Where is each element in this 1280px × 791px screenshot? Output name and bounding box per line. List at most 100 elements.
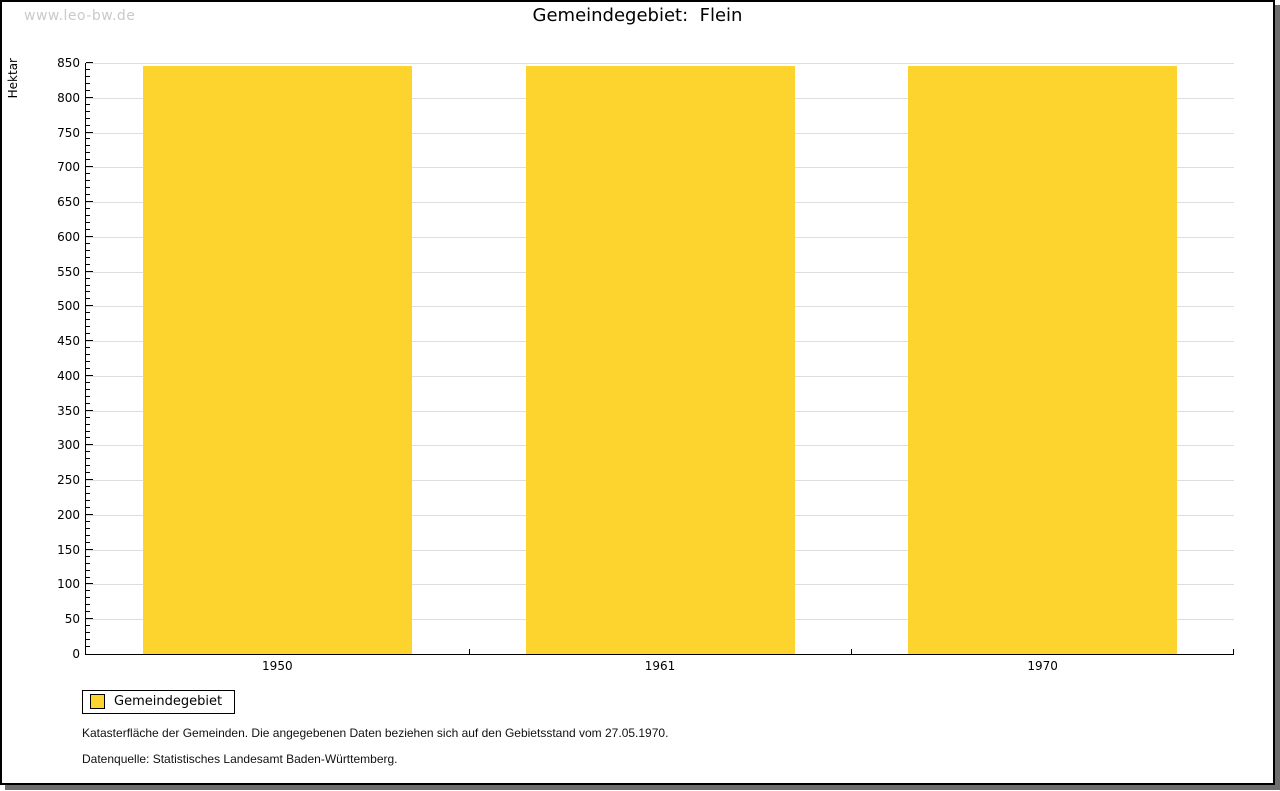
y-minor-tick [86,117,90,119]
y-minor-tick [86,333,90,335]
y-major-tick [86,305,93,307]
bar-1970 [908,65,1178,654]
y-minor-tick [86,590,90,592]
y-minor-tick [86,520,90,522]
y-minor-tick [86,416,90,418]
y-minor-tick [86,486,90,488]
y-minor-tick [86,354,90,356]
gridline [86,63,1234,64]
y-minor-tick [86,159,90,161]
y-minor-tick [86,472,90,474]
y-minor-tick [86,89,90,91]
bar-1950 [142,65,412,654]
y-minor-tick [86,75,90,77]
y-tick-label: 550 [57,264,80,279]
y-major-tick [86,374,93,376]
y-major-tick [86,548,93,550]
y-minor-tick [86,388,90,390]
y-minor-tick [86,256,90,258]
x-tick-label: 1970 [1027,659,1058,673]
y-minor-tick [86,173,90,175]
y-minor-tick [86,221,90,223]
x-boundary-tick [851,649,853,654]
y-tick-label: 700 [57,160,80,175]
y-minor-tick [86,430,90,432]
y-minor-tick [86,611,90,613]
y-tick-label: 50 [64,612,80,627]
y-minor-tick [86,569,90,571]
y-tick-label: 350 [57,403,80,418]
x-tick-label: 1950 [262,659,293,673]
y-minor-tick [86,500,90,502]
legend-label: Gemeindegebiet [114,694,223,709]
y-tick-label: 650 [57,195,80,210]
y-minor-tick [86,312,90,314]
y-minor-tick [86,527,90,529]
y-major-tick [86,96,93,98]
y-minor-tick [86,465,90,467]
y-tick-label: 250 [57,473,80,488]
y-minor-tick [86,625,90,627]
y-minor-tick [86,576,90,578]
y-tick-label: 450 [57,334,80,349]
y-minor-tick [86,180,90,182]
y-tick-label: 100 [57,577,80,592]
y-major-tick [86,513,93,515]
y-minor-tick [86,298,90,300]
footnote-source-note: Katasterfläche der Gemeinden. Die angege… [82,726,669,740]
x-boundary-tick [468,649,470,654]
y-minor-tick [86,597,90,599]
y-tick-label: 150 [57,542,80,557]
y-minor-tick [86,423,90,425]
watermark: www.leo-bw.de [24,8,136,24]
y-minor-tick [86,451,90,453]
y-minor-tick [86,187,90,189]
y-minor-tick [86,319,90,321]
y-minor-tick [86,347,90,349]
y-minor-tick [86,632,90,634]
y-tick-label: 750 [57,125,80,140]
y-minor-tick [86,110,90,112]
y-minor-tick [86,263,90,265]
y-minor-tick [86,534,90,536]
x-boundary-tick [1233,649,1234,654]
y-minor-tick [86,646,90,648]
y-minor-tick [86,360,90,362]
y-minor-tick [86,493,90,495]
y-minor-tick [86,145,90,147]
y-axis-title: Hektar [6,58,20,99]
x-tick-label: 1961 [644,659,676,673]
y-tick-label: 0 [72,647,80,661]
y-minor-tick [86,228,90,230]
y-tick-label: 800 [57,90,80,105]
y-minor-tick [86,242,90,244]
y-tick-label: 300 [57,438,80,453]
y-major-tick [86,270,93,272]
y-minor-tick [86,152,90,154]
y-major-tick [86,409,93,411]
y-minor-tick [86,395,90,397]
y-minor-tick [86,437,90,439]
y-major-tick [86,583,93,585]
y-minor-tick [86,249,90,251]
y-major-tick [86,235,93,237]
y-minor-tick [86,507,90,508]
y-minor-tick [86,138,90,140]
y-minor-tick [86,291,90,293]
y-minor-tick [86,82,90,84]
y-minor-tick [86,68,90,70]
y-minor-tick [86,124,90,126]
y-minor-tick [86,458,90,460]
y-major-tick [86,340,93,342]
y-major-tick [86,444,93,446]
y-minor-tick [86,541,90,543]
y-minor-tick [86,555,90,557]
y-tick-label: 500 [57,299,80,314]
y-minor-tick [86,402,90,404]
chart-title: Gemeindegebiet: Flein [532,5,743,26]
y-minor-tick [86,604,90,606]
y-minor-tick [86,214,90,216]
y-minor-tick [86,326,90,328]
y-tick-label: 850 [57,56,80,70]
